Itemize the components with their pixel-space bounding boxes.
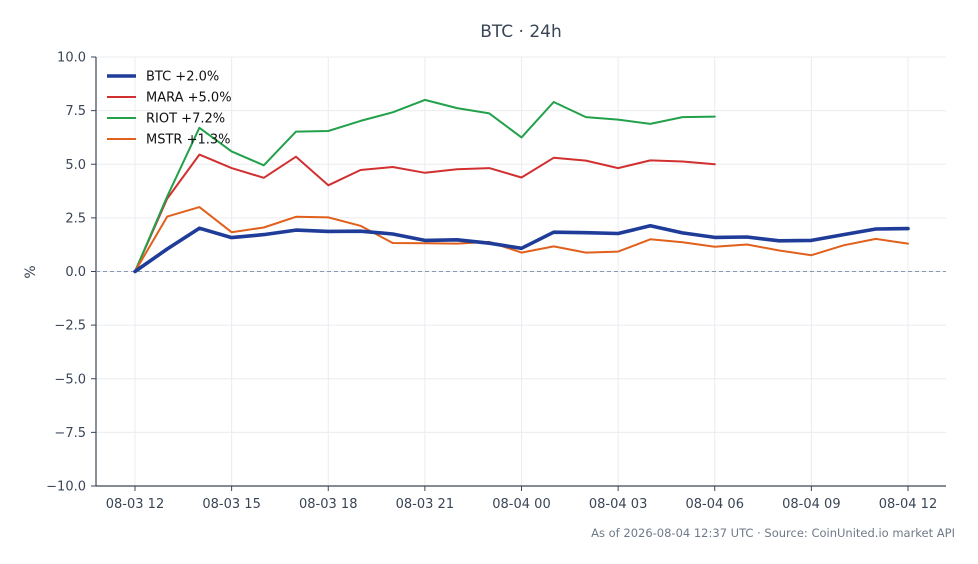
legend-label-mstr: MSTR +1.3% [146, 133, 231, 148]
x-tick-label: 08-03 18 [299, 497, 357, 512]
legend: BTC +2.0% MARA +5.0% RIOT +7.2% MSTR +1.3% [107, 70, 232, 148]
x-tick-label: 08-04 00 [492, 497, 550, 512]
x-tick-label: 08-03 15 [202, 497, 260, 512]
y-tick-label: −5.0 [54, 372, 86, 387]
series-line-riot [134, 98, 716, 273]
series-line-btc [133, 224, 910, 274]
y-tick-label: −7.5 [54, 426, 86, 441]
y-tick-label: −2.5 [54, 319, 86, 334]
y-tick-label: 5.0 [65, 158, 86, 173]
y-tick-label: 0.0 [65, 265, 86, 280]
y-axis-label: % [23, 265, 39, 278]
legend-label-btc: BTC +2.0% [146, 70, 219, 85]
x-tick-label: 08-03 12 [106, 497, 164, 512]
x-tick-label: 08-04 12 [879, 497, 937, 512]
y-tick-label: 2.5 [65, 211, 86, 226]
y-tick-label: 10.0 [57, 51, 86, 66]
tick-labels: −10.0 −7.5 −5.0 −2.5 0.0 2.5 5.0 7.5 10.0 08-03 1… [46, 51, 937, 513]
x-tick-label: 08-04 09 [782, 497, 840, 512]
footer-source-note: As of 2026-08-04 12:37 UTC · Source: Coi… [591, 526, 955, 540]
x-tick-label: 08-04 03 [589, 497, 647, 512]
chart-title: BTC · 24h [480, 22, 562, 42]
series-line-mstr [134, 206, 909, 273]
y-tick-label: −10.0 [46, 480, 86, 495]
legend-label-mara: MARA +5.0% [146, 91, 232, 106]
y-tick-label: 7.5 [65, 104, 86, 119]
legend-label-riot: RIOT +7.2% [146, 112, 225, 127]
series-line-mara [134, 153, 716, 273]
x-tick-label: 08-03 21 [396, 497, 454, 512]
x-tick-label: 08-04 06 [686, 497, 744, 512]
series-lines [133, 98, 910, 274]
